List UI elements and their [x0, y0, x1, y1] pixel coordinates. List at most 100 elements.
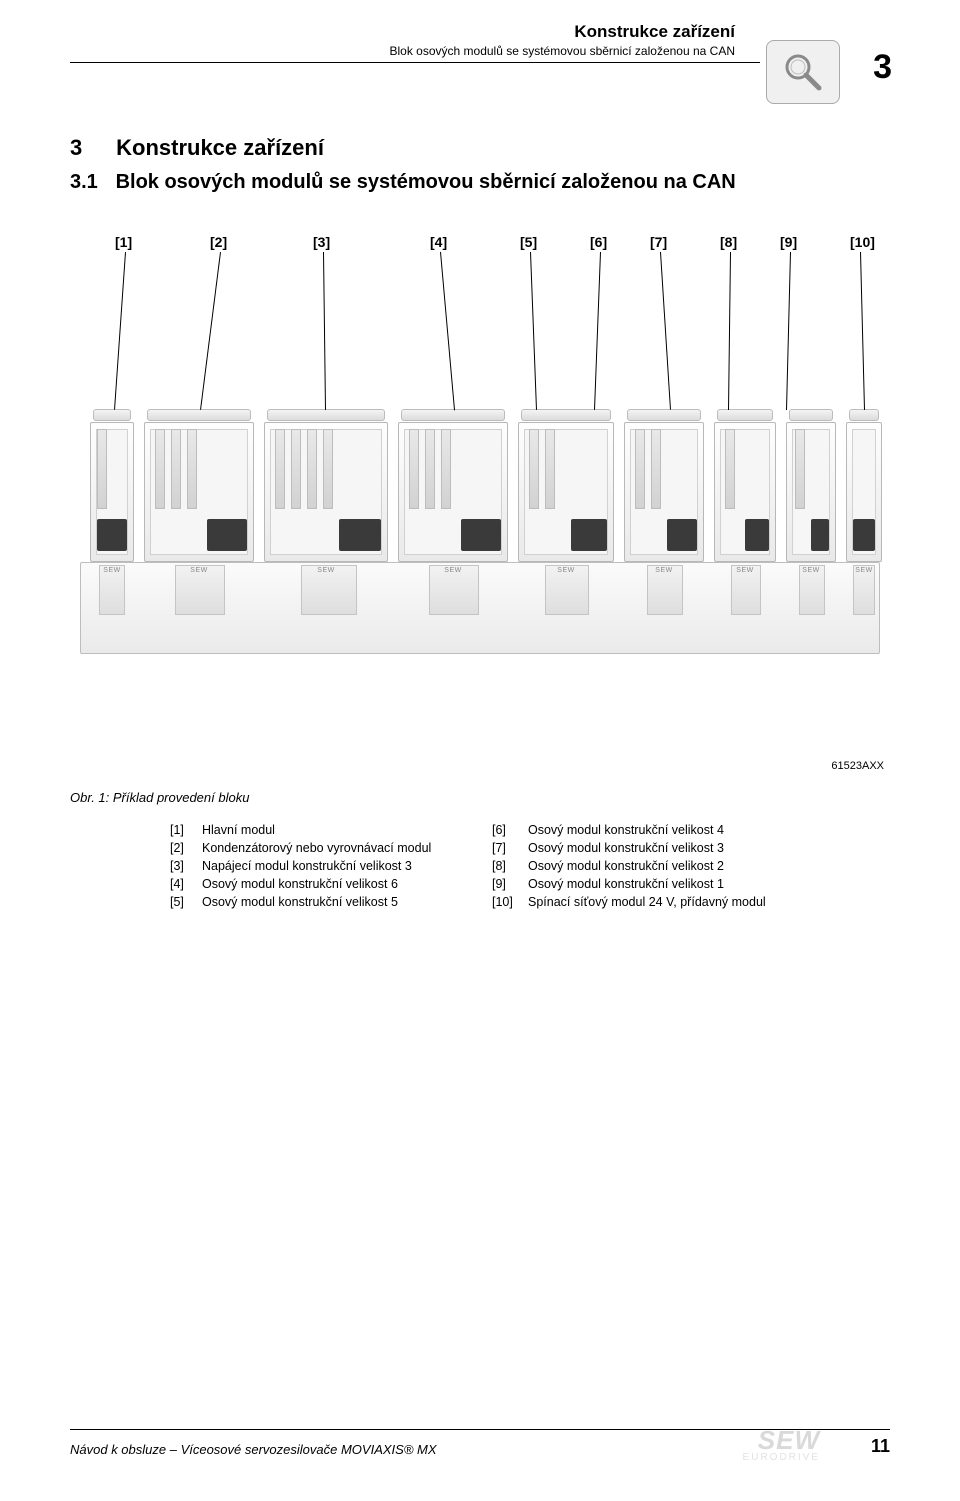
- terminal-pad: [461, 519, 501, 551]
- panel-strip: [307, 429, 317, 509]
- page-footer: Návod k obsluze – Víceosové servozesilov…: [70, 1429, 890, 1457]
- legend-value: Osový modul konstrukční velikost 2: [528, 859, 890, 873]
- logo-sub: EURODRIVE: [743, 1452, 820, 1463]
- module-badge: SEW: [855, 567, 872, 574]
- legend-value: Osový modul konstrukční velikost 1: [528, 877, 890, 891]
- bus-bar: [147, 409, 251, 421]
- panel-strip: [187, 429, 197, 509]
- legend-value: Osový modul konstrukční velikost 6: [202, 877, 492, 891]
- callout-line: [323, 252, 326, 410]
- section-num: 3: [70, 135, 110, 161]
- footer-logo: SEW EURODRIVE: [743, 1425, 820, 1463]
- footer-page-number: 11: [871, 1436, 890, 1457]
- panel-strip: [155, 429, 165, 509]
- module-badge: SEW: [103, 567, 120, 574]
- bus-bar: [849, 409, 879, 421]
- legend-key: [10]: [492, 895, 528, 909]
- magnifier-icon: [766, 40, 840, 104]
- callout-line: [200, 252, 221, 410]
- callout-label: [5]: [520, 234, 537, 250]
- callout-line: [114, 252, 126, 410]
- panel-strip: [323, 429, 333, 509]
- legend-key: [1]: [170, 823, 202, 837]
- footer-text: Návod k obsluze – Víceosové servozesilov…: [70, 1442, 437, 1457]
- callout-label: [2]: [210, 234, 227, 250]
- legend-key: [7]: [492, 841, 528, 855]
- legend-value: Osový modul konstrukční velikost 4: [528, 823, 890, 837]
- module-badge: SEW: [317, 567, 334, 574]
- callout-label: [7]: [650, 234, 667, 250]
- panel-strip: [795, 429, 805, 509]
- panel-strip: [529, 429, 539, 509]
- terminal-pad: [571, 519, 607, 551]
- terminal-pad: [745, 519, 769, 551]
- header-title: Konstrukce zařízení: [70, 22, 890, 42]
- bus-bar: [627, 409, 701, 421]
- callout-label: [6]: [590, 234, 607, 250]
- legend-row: [1]Hlavní modul[6]Osový modul konstrukčn…: [170, 823, 890, 837]
- legend-value: Napájecí modul konstrukční velikost 3: [202, 859, 492, 873]
- bus-bar: [93, 409, 131, 421]
- terminal-pad: [853, 519, 875, 551]
- legend-row: [4]Osový modul konstrukční velikost 6[9]…: [170, 877, 890, 891]
- terminal-pad: [667, 519, 697, 551]
- legend-value: Spínací síťový modul 24 V, přídavný modu…: [528, 895, 890, 909]
- module-badge: SEW: [557, 567, 574, 574]
- drive-module: SEW: [624, 422, 704, 562]
- legend-row: [3]Napájecí modul konstrukční velikost 3…: [170, 859, 890, 873]
- legend-row: [5]Osový modul konstrukční velikost 5[10…: [170, 895, 890, 909]
- figure-caption: Obr. 1: Příklad provedení bloku: [70, 790, 890, 805]
- panel-strip: [409, 429, 419, 509]
- callout-label: [4]: [430, 234, 447, 250]
- panel-strip: [275, 429, 285, 509]
- drive-module: SEW: [846, 422, 882, 562]
- terminal-pad: [97, 519, 127, 551]
- module-badge: SEW: [444, 567, 461, 574]
- callout-line: [594, 252, 601, 410]
- callout-label: [9]: [780, 234, 797, 250]
- terminal-pad: [339, 519, 381, 551]
- drive-module: SEW: [144, 422, 254, 562]
- drive-module: SEW: [90, 422, 134, 562]
- panel-strip: [651, 429, 661, 509]
- legend-key: [2]: [170, 841, 202, 855]
- terminal-pad: [207, 519, 247, 551]
- callout-line: [440, 252, 455, 410]
- callout-line: [728, 252, 731, 410]
- legend-key: [9]: [492, 877, 528, 891]
- legend-key: [8]: [492, 859, 528, 873]
- legend-value: Hlavní modul: [202, 823, 492, 837]
- legend-key: [4]: [170, 877, 202, 891]
- callout-line: [530, 252, 537, 410]
- subsection-num: 3.1: [70, 171, 110, 194]
- equipment-block: SEWSEWSEWSEWSEWSEWSEWSEWSEW: [70, 404, 890, 764]
- chapter-number: 3: [873, 48, 892, 87]
- legend-key: [6]: [492, 823, 528, 837]
- panel-strip: [97, 429, 107, 509]
- callout-label: [3]: [313, 234, 330, 250]
- subsection-title: Blok osových modulů se systémovou sběrni…: [116, 171, 736, 193]
- module-badge: SEW: [802, 567, 819, 574]
- bus-bar: [401, 409, 505, 421]
- callout-line: [660, 252, 671, 410]
- panel-strip: [545, 429, 555, 509]
- section-heading: 3 Konstrukce zařízení: [70, 135, 890, 161]
- legend-value: Kondenzátorový nebo vyrovnávací modul: [202, 841, 492, 855]
- bus-bar: [717, 409, 773, 421]
- figure-diagram: SEWSEWSEWSEWSEWSEWSEWSEWSEW [1][2][3][4]…: [70, 234, 890, 774]
- bus-bar: [789, 409, 833, 421]
- callout-label: [8]: [720, 234, 737, 250]
- drive-module: SEW: [518, 422, 614, 562]
- drive-module: SEW: [398, 422, 508, 562]
- subsection-heading: 3.1 Blok osových modulů se systémovou sb…: [70, 171, 890, 194]
- legend-row: [2]Kondenzátorový nebo vyrovnávací modul…: [170, 841, 890, 855]
- bus-bar: [521, 409, 611, 421]
- callout-line: [786, 252, 791, 410]
- figure-legend: [1]Hlavní modul[6]Osový modul konstrukčn…: [70, 823, 890, 909]
- drive-module: SEW: [264, 422, 388, 562]
- module-badge: SEW: [655, 567, 672, 574]
- callout-label: [1]: [115, 234, 132, 250]
- panel-strip: [291, 429, 301, 509]
- panel-strip: [635, 429, 645, 509]
- panel-strip: [425, 429, 435, 509]
